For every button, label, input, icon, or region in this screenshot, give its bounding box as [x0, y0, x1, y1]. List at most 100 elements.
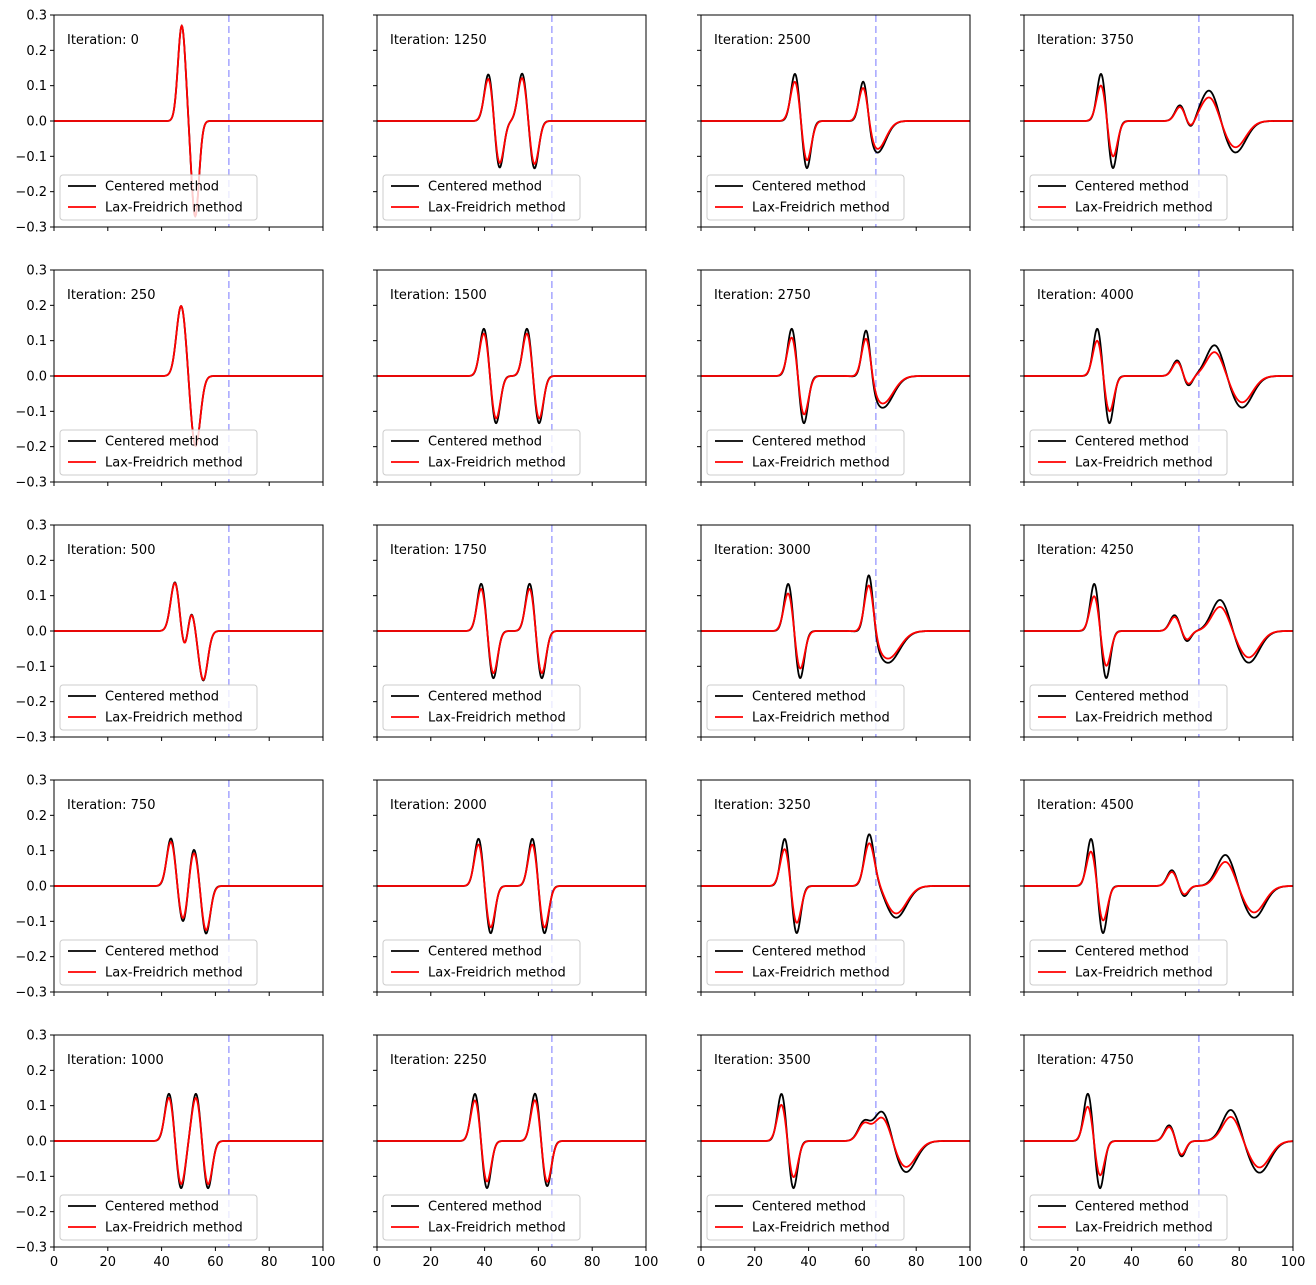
lax-friedrich-method-line	[377, 1099, 646, 1183]
iteration-label: Iteration: 0	[67, 33, 139, 48]
legend	[382, 174, 581, 221]
x-tick-label: 100	[311, 1255, 336, 1270]
legend	[382, 684, 581, 731]
y-tick-label: 0.3	[26, 9, 47, 24]
legend-label-lax-friedrich: Lax-Freidrich method	[1075, 201, 1213, 216]
x-tick-label: 0	[50, 1255, 58, 1270]
lax-friedrich-method-line	[54, 840, 323, 932]
y-tick-label: −0.1	[15, 915, 47, 930]
y-tick-label: 0.0	[26, 115, 47, 130]
legend	[382, 1194, 581, 1241]
lax-friedrich-method-line	[54, 1096, 323, 1186]
legend-label-lax-friedrich: Lax-Freidrich method	[752, 1221, 890, 1236]
panel: Iteration: 4000 Centered method Lax-Freidr…	[1020, 269, 1294, 486]
x-tick-label: 60	[854, 1255, 871, 1270]
legend-label-centered: Centered method	[428, 435, 542, 450]
iteration-label: Iteration: 4000	[1037, 288, 1134, 303]
centered-method-line	[701, 833, 970, 934]
y-tick-label: 0.0	[26, 625, 47, 640]
y-tick-label: −0.1	[15, 660, 47, 675]
y-tick-label: −0.3	[15, 1241, 47, 1256]
x-tick-label: 40	[476, 1255, 493, 1270]
y-tick-label: 0.2	[26, 809, 47, 824]
legend-label-lax-friedrich: Lax-Freidrich method	[428, 1221, 566, 1236]
y-tick-label: 0.0	[26, 1135, 47, 1150]
lax-friedrich-method-line	[377, 587, 646, 675]
panel: Iteration: 4250 Centered method Lax-Freidr…	[1020, 524, 1294, 741]
x-tick-label: 40	[1123, 1255, 1140, 1270]
panel: Iteration: 2750 Centered method Lax-Freidr…	[697, 269, 971, 486]
iteration-label: Iteration: 1000	[67, 1053, 164, 1068]
y-tick-label: 0.3	[26, 1029, 47, 1044]
panel: 0.3 0.2 0.1 0.0 −0.1 −0.2 −0.3 Iteration: 0 Cent…	[15, 9, 324, 236]
legend	[382, 939, 581, 986]
y-tick-label: 0.1	[26, 589, 47, 604]
lax-friedrich-method-line	[1024, 850, 1293, 922]
lax-friedrich-method-line	[377, 843, 646, 929]
x-tick-label: 0	[1020, 1255, 1028, 1270]
y-tick-label: −0.2	[15, 440, 47, 455]
panel: 0 20 40 60 80 100 Iteration: 2250 Centered meth…	[373, 1034, 658, 1270]
y-tick-label: 0.0	[26, 880, 47, 895]
panel: Iteration: 3250 Centered method Lax-Freidr…	[697, 779, 971, 996]
legend-label-lax-friedrich: Lax-Freidrich method	[752, 456, 890, 471]
panel: Iteration: 3750 Centered method Lax-Freidr…	[1020, 14, 1294, 231]
legend-label-centered: Centered method	[1075, 435, 1189, 450]
y-tick-label: −0.2	[15, 695, 47, 710]
lax-friedrich-method-line	[701, 336, 970, 416]
iteration-label: Iteration: 750	[67, 798, 155, 813]
iteration-label: Iteration: 3500	[714, 1053, 811, 1068]
x-tick-label: 0	[373, 1255, 381, 1270]
lax-friedrich-method-line	[701, 584, 970, 670]
legend-label-lax-friedrich: Lax-Freidrich method	[105, 1221, 243, 1236]
legend	[59, 429, 258, 476]
legend-label-centered: Centered method	[752, 690, 866, 705]
legend-label-lax-friedrich: Lax-Freidrich method	[1075, 456, 1213, 471]
legend-label-lax-friedrich: Lax-Freidrich method	[105, 201, 243, 216]
y-tick-label: −0.1	[15, 150, 47, 165]
legend	[59, 174, 258, 221]
legend-label-centered: Centered method	[428, 1200, 542, 1215]
panel: 0.3 0.2 0.1 0.0 −0.1 −0.2 −0.3 Iteration: 500 Ce…	[15, 519, 324, 746]
panel: 0.3 0.2 0.1 0.0 −0.1 −0.2 −0.30 20 40 60 80 100 Iter…	[15, 1029, 335, 1271]
panel: 0 20 40 60 80 100 Iteration: 4750 Centered meth…	[1020, 1034, 1305, 1270]
legend-label-lax-friedrich: Lax-Freidrich method	[752, 711, 890, 726]
panel: Iteration: 4500 Centered method Lax-Freidr…	[1020, 779, 1294, 996]
centered-method-line	[701, 574, 970, 680]
legend-label-lax-friedrich: Lax-Freidrich method	[1075, 1221, 1213, 1236]
y-tick-label: −0.2	[15, 1205, 47, 1220]
legend-label-centered: Centered method	[428, 945, 542, 960]
y-tick-label: 0.2	[26, 554, 47, 569]
lax-friedrich-method-line	[1024, 339, 1293, 413]
legend	[706, 939, 905, 986]
iteration-label: Iteration: 3250	[714, 798, 811, 813]
y-tick-label: 0.1	[26, 844, 47, 859]
x-tick-label: 60	[207, 1255, 224, 1270]
legend-label-lax-friedrich: Lax-Freidrich method	[105, 456, 243, 471]
x-tick-label: 60	[1177, 1255, 1194, 1270]
iteration-label: Iteration: 4250	[1037, 543, 1134, 558]
legend	[1029, 684, 1228, 731]
legend-label-centered: Centered method	[752, 180, 866, 195]
lax-friedrich-method-line	[1024, 1105, 1293, 1177]
lax-friedrich-method-line	[54, 305, 323, 448]
legend-label-lax-friedrich: Lax-Freidrich method	[428, 966, 566, 981]
lax-friedrich-method-line	[54, 24, 323, 218]
iteration-label: Iteration: 500	[67, 543, 155, 558]
legend	[1029, 174, 1228, 221]
iteration-label: Iteration: 4500	[1037, 798, 1134, 813]
panel: Iteration: 3000 Centered method Lax-Freidr…	[697, 524, 971, 741]
panel: Iteration: 2500 Centered method Lax-Freidr…	[697, 14, 971, 231]
legend-label-centered: Centered method	[105, 1200, 219, 1215]
legend-label-lax-friedrich: Lax-Freidrich method	[428, 456, 566, 471]
panel: Iteration: 1250 Centered method Lax-Freidr…	[373, 14, 647, 231]
legend-label-centered: Centered method	[1075, 180, 1189, 195]
x-tick-label: 60	[530, 1255, 547, 1270]
lax-friedrich-method-line	[377, 77, 646, 165]
legend-label-centered: Centered method	[105, 945, 219, 960]
legend-label-centered: Centered method	[105, 690, 219, 705]
y-tick-label: −0.3	[15, 221, 47, 236]
lax-friedrich-method-line	[1024, 595, 1293, 667]
y-tick-label: 0.1	[26, 334, 47, 349]
iteration-label: Iteration: 1250	[390, 33, 487, 48]
